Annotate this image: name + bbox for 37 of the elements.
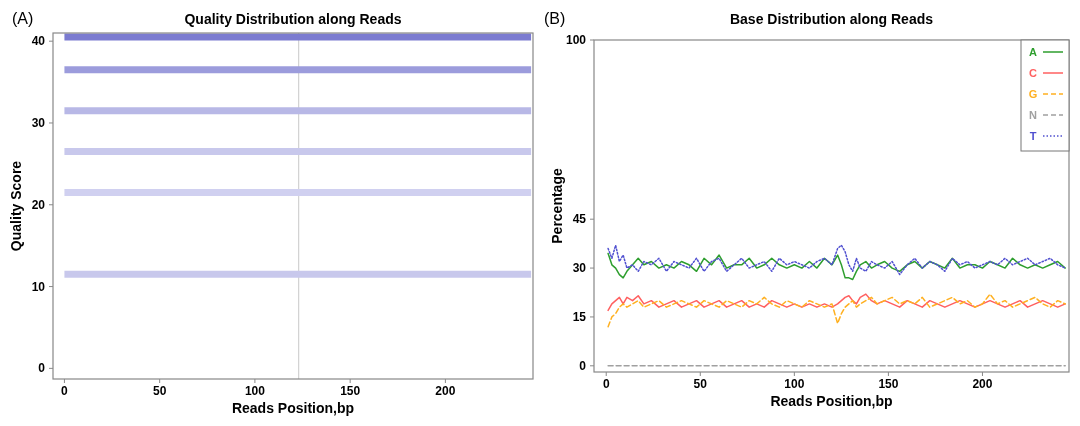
- x-tick-label: 0: [61, 384, 69, 398]
- y-tick-label: 30: [31, 115, 46, 130]
- chart-title: Quality Distribution along Reads: [184, 11, 402, 27]
- text: (B): [544, 10, 566, 27]
- x-tick-label: 50: [693, 377, 708, 391]
- y-tick-label: 100: [565, 33, 587, 47]
- legend-label: A: [1029, 46, 1038, 58]
- legend-label: T: [1029, 130, 1037, 142]
- y-tick-label: 40: [31, 34, 46, 49]
- x-tick-label: 150: [878, 377, 899, 391]
- y-axis-title: Percentage: [549, 168, 565, 244]
- x-tick-label: 100: [784, 377, 805, 391]
- y-tick-label: 10: [31, 279, 46, 294]
- x-tick-label: 50: [152, 384, 167, 398]
- x-tick-label: 200: [435, 384, 456, 398]
- line-series: [607, 293, 1066, 312]
- line-series: [607, 244, 1066, 276]
- x-tick-label: 100: [244, 384, 266, 398]
- x-tick-label: 0: [602, 377, 610, 391]
- y-axis-title: Quality Score: [8, 160, 24, 252]
- y-tick-label: 0: [38, 361, 46, 376]
- x-axis-title: Reads Position,bp: [770, 393, 893, 409]
- y-tick-label: 45: [572, 212, 587, 227]
- legend-label: N: [1029, 109, 1038, 121]
- line-series: [607, 252, 1066, 281]
- y-tick-label: 0: [579, 358, 587, 373]
- chart-title: Base Distribution along Reads: [729, 11, 934, 27]
- text: (A): [12, 10, 34, 27]
- x-tick-label: 150: [340, 384, 361, 398]
- legend-label: G: [1028, 88, 1038, 100]
- y-tick-label: 30: [572, 261, 587, 276]
- line-series: [607, 293, 1066, 328]
- x-tick-label: 200: [972, 377, 993, 391]
- legend-label: C: [1029, 67, 1038, 79]
- y-tick-label: 20: [31, 197, 46, 212]
- y-tick-label: 15: [572, 309, 587, 324]
- x-axis-title: Reads Position,bp: [231, 400, 355, 416]
